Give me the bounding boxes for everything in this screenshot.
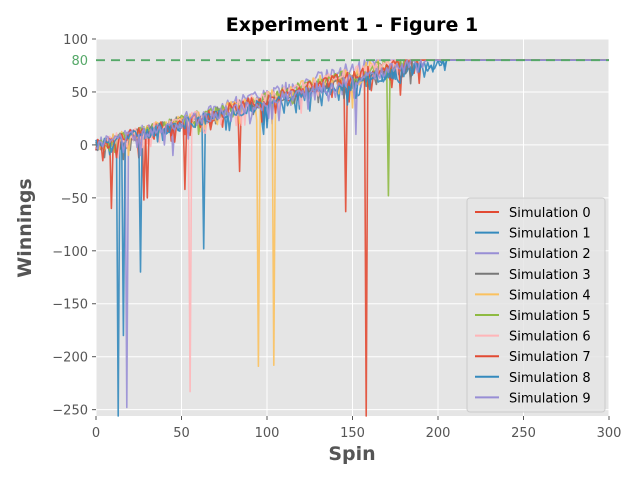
x-axis-ticks: 0 50 100 150 200 250 300 <box>92 416 622 441</box>
y-tick-label: 100 <box>63 33 88 48</box>
legend-label: Simulation 6 <box>509 330 591 345</box>
series-group <box>95 59 609 417</box>
legend-label: Simulation 0 <box>509 206 591 221</box>
y-tick-label: −150 <box>52 298 88 313</box>
legend-label: Simulation 4 <box>509 288 591 303</box>
legend-label: Simulation 3 <box>509 268 591 283</box>
y-tick-label: −200 <box>52 351 88 366</box>
y-tick-label: −250 <box>52 404 88 419</box>
legend-label: Simulation 2 <box>509 247 591 262</box>
legend-label: Simulation 8 <box>509 371 591 386</box>
legend-label: Simulation 9 <box>509 391 591 406</box>
y-axis-title: Winnings <box>14 178 36 277</box>
x-tick-label: 100 <box>255 426 280 441</box>
legend-label: Simulation 7 <box>509 350 591 365</box>
y-axis-ticks: 100 50 0 −50 −100 −150 −200 −250 <box>52 33 96 419</box>
y-tick-label: −100 <box>52 245 88 260</box>
y-tick-label: 0 <box>80 139 88 154</box>
x-tick-label: 300 <box>597 426 622 441</box>
y-tick-label: −50 <box>61 192 88 207</box>
x-tick-label: 50 <box>173 426 190 441</box>
y-tick-label: 50 <box>71 86 88 101</box>
x-tick-label: 250 <box>511 426 536 441</box>
legend-label: Simulation 5 <box>509 309 591 324</box>
legend-box <box>466 197 606 413</box>
legend-label: Simulation 1 <box>509 227 591 242</box>
x-axis-title: Spin <box>328 443 375 465</box>
legend: Simulation 0 Simulation 1 Simulation 2 Simu… <box>466 197 606 413</box>
chart-title: Experiment 1 - Figure 1 <box>226 14 479 36</box>
x-tick-label: 0 <box>92 426 100 441</box>
x-tick-label: 200 <box>426 426 451 441</box>
x-tick-label: 150 <box>340 426 365 441</box>
reference-line-label: 80 <box>71 54 88 69</box>
reference-line-group: 80 <box>71 54 88 69</box>
